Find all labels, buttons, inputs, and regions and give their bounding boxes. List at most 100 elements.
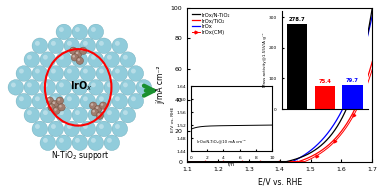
- Circle shape: [16, 93, 32, 109]
- Circle shape: [83, 124, 88, 129]
- Circle shape: [72, 52, 88, 67]
- Text: N-TiO$_2$ support: N-TiO$_2$ support: [51, 149, 109, 162]
- Circle shape: [67, 124, 72, 129]
- Text: 278.7: 278.7: [288, 17, 305, 22]
- Circle shape: [71, 48, 73, 51]
- Circle shape: [104, 135, 119, 151]
- Circle shape: [88, 135, 104, 151]
- Circle shape: [123, 55, 128, 60]
- Circle shape: [67, 69, 72, 74]
- Circle shape: [43, 110, 48, 115]
- Circle shape: [59, 27, 64, 32]
- IrOx/N-TiO₂: [325, 138, 330, 140]
- Circle shape: [43, 83, 48, 87]
- Circle shape: [80, 93, 96, 109]
- Y-axis label: Mass activity@1.55V/A g⁻¹: Mass activity@1.55V/A g⁻¹: [263, 33, 267, 87]
- Circle shape: [75, 83, 80, 87]
- Circle shape: [16, 66, 32, 81]
- Circle shape: [72, 24, 88, 40]
- Circle shape: [112, 38, 128, 54]
- IrOx(CM): [325, 147, 330, 149]
- Circle shape: [54, 108, 57, 111]
- Circle shape: [75, 110, 80, 115]
- Circle shape: [56, 24, 71, 40]
- Circle shape: [49, 105, 52, 108]
- Circle shape: [27, 110, 32, 115]
- Circle shape: [83, 41, 88, 46]
- Circle shape: [56, 135, 71, 151]
- Circle shape: [120, 52, 136, 67]
- Circle shape: [115, 69, 120, 74]
- Circle shape: [107, 83, 112, 87]
- Circle shape: [75, 138, 80, 143]
- Circle shape: [73, 55, 75, 58]
- Circle shape: [67, 41, 72, 46]
- Circle shape: [51, 96, 56, 101]
- Circle shape: [128, 93, 144, 109]
- Circle shape: [56, 107, 71, 123]
- IrOx: [196, 161, 201, 163]
- Circle shape: [24, 52, 40, 67]
- Circle shape: [74, 50, 82, 58]
- IrOx/TiO₂: [325, 145, 330, 147]
- Circle shape: [64, 66, 80, 81]
- IrOx/TiO₂: [293, 161, 297, 163]
- Bar: [342, 85, 363, 109]
- Circle shape: [59, 55, 64, 60]
- Circle shape: [80, 66, 96, 81]
- Circle shape: [112, 66, 128, 81]
- Circle shape: [48, 93, 64, 109]
- Circle shape: [96, 38, 112, 54]
- Circle shape: [104, 80, 119, 95]
- Bar: [315, 86, 335, 109]
- IrOx(CM): [297, 161, 302, 163]
- Circle shape: [80, 38, 96, 54]
- IrOx: [293, 159, 297, 161]
- Circle shape: [51, 124, 56, 129]
- Circle shape: [51, 100, 59, 108]
- Circle shape: [43, 55, 48, 60]
- IrOx(CM): [185, 161, 189, 163]
- Text: 79.7: 79.7: [346, 78, 359, 83]
- IrOx/TiO₂: [297, 160, 302, 162]
- IrOx(CM): [303, 160, 307, 163]
- Circle shape: [120, 107, 136, 123]
- Circle shape: [91, 83, 96, 87]
- Circle shape: [72, 135, 88, 151]
- IrOx: [303, 153, 307, 156]
- Circle shape: [53, 107, 60, 114]
- Circle shape: [48, 66, 64, 81]
- Circle shape: [48, 38, 64, 54]
- IrOx: [325, 132, 330, 134]
- Circle shape: [91, 138, 96, 143]
- Circle shape: [96, 112, 104, 119]
- Circle shape: [58, 104, 65, 111]
- Circle shape: [59, 138, 64, 143]
- Circle shape: [136, 80, 152, 95]
- Circle shape: [53, 102, 55, 104]
- Circle shape: [96, 107, 98, 109]
- Circle shape: [19, 69, 24, 74]
- Circle shape: [59, 110, 64, 115]
- Circle shape: [72, 80, 88, 95]
- Circle shape: [99, 102, 107, 109]
- Circle shape: [83, 69, 88, 74]
- Circle shape: [123, 110, 128, 115]
- Circle shape: [91, 103, 93, 106]
- Circle shape: [51, 69, 56, 74]
- Circle shape: [104, 52, 119, 67]
- IrOx/TiO₂: [370, 60, 375, 63]
- Circle shape: [56, 52, 71, 67]
- Circle shape: [59, 83, 64, 87]
- Circle shape: [56, 97, 64, 104]
- Circle shape: [107, 55, 112, 60]
- X-axis label: t/h: t/h: [228, 162, 235, 167]
- Circle shape: [64, 38, 80, 54]
- Circle shape: [115, 41, 120, 46]
- IrOx(CM): [370, 68, 375, 70]
- Circle shape: [115, 96, 120, 101]
- Circle shape: [99, 69, 104, 74]
- IrOx/N-TiO₂: [297, 157, 302, 159]
- Circle shape: [128, 66, 144, 81]
- Circle shape: [64, 93, 80, 109]
